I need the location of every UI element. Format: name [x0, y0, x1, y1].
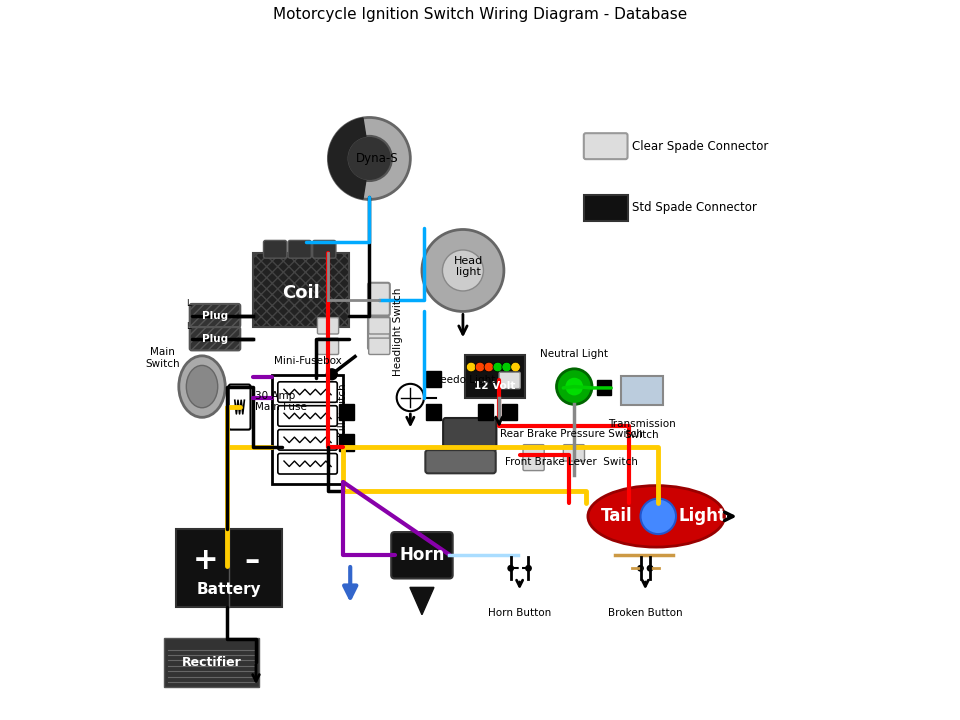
FancyBboxPatch shape	[426, 371, 441, 387]
FancyBboxPatch shape	[277, 454, 337, 474]
Text: Coil: Coil	[282, 284, 320, 302]
Circle shape	[475, 362, 485, 372]
FancyBboxPatch shape	[277, 382, 337, 402]
Text: Horn: Horn	[399, 546, 444, 564]
Circle shape	[564, 377, 584, 396]
Ellipse shape	[588, 485, 725, 547]
Circle shape	[484, 362, 493, 372]
Text: Battery: Battery	[197, 582, 261, 598]
Text: Front Brake Lever  Switch: Front Brake Lever Switch	[505, 456, 638, 467]
Text: Tail: Tail	[601, 508, 633, 526]
FancyBboxPatch shape	[369, 318, 390, 334]
FancyBboxPatch shape	[368, 283, 390, 315]
Text: L: L	[186, 299, 191, 308]
FancyBboxPatch shape	[621, 377, 663, 405]
Text: Broken Button: Broken Button	[608, 608, 683, 618]
FancyBboxPatch shape	[313, 240, 336, 258]
Text: L: L	[186, 323, 191, 331]
FancyBboxPatch shape	[339, 434, 354, 451]
Polygon shape	[328, 118, 366, 199]
Text: Std Spade Connector: Std Spade Connector	[633, 201, 757, 214]
FancyBboxPatch shape	[465, 355, 525, 397]
Text: Clear Spade Connector: Clear Spade Connector	[633, 140, 769, 153]
Text: Rear Brake Pressure Switch: Rear Brake Pressure Switch	[500, 429, 643, 439]
FancyBboxPatch shape	[523, 445, 544, 461]
FancyBboxPatch shape	[288, 240, 311, 258]
Text: 30 Amp
Main Fuse: 30 Amp Main Fuse	[254, 391, 306, 413]
Text: Rectifier: Rectifier	[181, 656, 242, 669]
Circle shape	[347, 136, 392, 181]
FancyBboxPatch shape	[584, 194, 628, 220]
Text: Main
Switch: Main Switch	[145, 347, 180, 369]
Circle shape	[443, 250, 484, 291]
Text: Neutral Light: Neutral Light	[540, 349, 609, 359]
Text: +: +	[193, 546, 219, 575]
FancyBboxPatch shape	[263, 240, 287, 258]
FancyBboxPatch shape	[277, 405, 337, 426]
FancyBboxPatch shape	[228, 384, 251, 430]
Circle shape	[325, 368, 338, 380]
FancyBboxPatch shape	[190, 327, 240, 351]
FancyBboxPatch shape	[339, 404, 354, 420]
Text: Kill Switch: Kill Switch	[339, 384, 348, 438]
Ellipse shape	[179, 356, 226, 418]
Text: 12 Volt: 12 Volt	[474, 381, 516, 391]
FancyBboxPatch shape	[277, 430, 337, 450]
Text: Dyna-S: Dyna-S	[356, 152, 398, 165]
FancyBboxPatch shape	[369, 338, 390, 354]
Polygon shape	[410, 588, 434, 615]
FancyBboxPatch shape	[318, 338, 339, 354]
FancyBboxPatch shape	[272, 375, 344, 485]
Text: Light: Light	[679, 508, 727, 526]
FancyBboxPatch shape	[392, 532, 453, 578]
Ellipse shape	[186, 366, 218, 408]
FancyBboxPatch shape	[425, 450, 495, 473]
Circle shape	[467, 362, 476, 372]
Title: Motorcycle Ignition Switch Wiring Diagram - Database: Motorcycle Ignition Switch Wiring Diagra…	[273, 7, 687, 22]
FancyBboxPatch shape	[564, 445, 585, 461]
FancyBboxPatch shape	[499, 372, 520, 389]
Text: Head
light: Head light	[454, 256, 483, 277]
Circle shape	[647, 565, 654, 572]
FancyBboxPatch shape	[426, 404, 441, 420]
FancyBboxPatch shape	[176, 528, 282, 607]
Circle shape	[525, 565, 532, 572]
Circle shape	[396, 384, 424, 411]
Circle shape	[502, 362, 512, 372]
Text: –: –	[245, 546, 260, 575]
FancyBboxPatch shape	[597, 379, 612, 395]
FancyBboxPatch shape	[190, 304, 240, 327]
Text: Plug: Plug	[202, 310, 228, 320]
Circle shape	[511, 362, 520, 372]
Text: Transmission
Switch: Transmission Switch	[608, 419, 676, 441]
FancyBboxPatch shape	[164, 638, 258, 687]
FancyBboxPatch shape	[368, 317, 390, 350]
FancyBboxPatch shape	[253, 253, 348, 327]
FancyBboxPatch shape	[318, 318, 339, 334]
Circle shape	[557, 369, 592, 405]
FancyBboxPatch shape	[444, 418, 496, 451]
Text: Horn Button: Horn Button	[488, 608, 551, 618]
Text: Plug: Plug	[202, 334, 228, 343]
Circle shape	[328, 117, 410, 199]
FancyBboxPatch shape	[478, 404, 493, 420]
Circle shape	[507, 565, 515, 572]
Circle shape	[637, 565, 644, 572]
FancyBboxPatch shape	[584, 133, 628, 159]
FancyBboxPatch shape	[502, 404, 516, 420]
Text: Headlight Switch: Headlight Switch	[393, 288, 402, 376]
Text: Speedo Light: Speedo Light	[427, 375, 495, 385]
Circle shape	[640, 498, 676, 534]
Text: Mini-Fusebox: Mini-Fusebox	[274, 356, 342, 366]
Circle shape	[422, 230, 504, 312]
FancyBboxPatch shape	[523, 454, 544, 471]
Circle shape	[493, 362, 502, 372]
